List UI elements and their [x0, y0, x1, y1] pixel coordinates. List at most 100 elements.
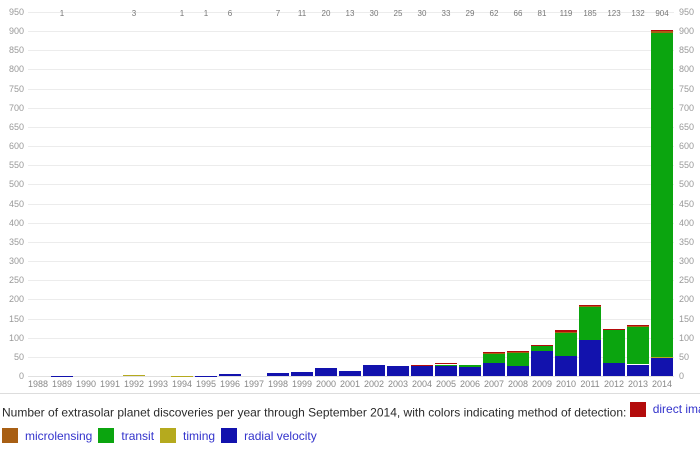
- chart-area: 0 0 50 50 100 100 150 150 200 200 250 250 300 300 350 3…: [8, 7, 695, 389]
- bar-segment-transit: [459, 364, 481, 367]
- x-axis-year-label: 2014: [651, 379, 673, 389]
- gridline: [28, 88, 674, 90]
- bar-total-label: 29: [465, 9, 475, 18]
- bar-total-label: 66: [513, 9, 523, 18]
- bar-segment-transit: [531, 345, 553, 351]
- bar-total-label: 1: [203, 9, 209, 18]
- x-axis-year-label: 1992: [123, 379, 145, 389]
- legend-label-link[interactable]: microlensing: [25, 428, 93, 443]
- gridline: [28, 31, 674, 33]
- bar-segment-radial-velocity: [435, 366, 457, 376]
- gridline: [28, 146, 674, 148]
- bar-segment-microlensing: [531, 345, 553, 346]
- y-axis-tick-left: 450: [8, 198, 24, 209]
- bar-segment-direct-imaging: [507, 350, 529, 352]
- bar-segment-radial-velocity: [531, 350, 553, 376]
- bar-total-label: 119: [559, 9, 573, 18]
- bar-total-label: 11: [297, 9, 307, 18]
- bar-segment-radial-velocity: [387, 366, 409, 376]
- gridline: [28, 222, 674, 224]
- x-axis-year-label: 1995: [195, 379, 217, 389]
- bar-segment-microlensing: [507, 351, 529, 353]
- y-axis-tick-left: 600: [8, 141, 24, 152]
- legend-swatch-icon: [629, 401, 646, 417]
- x-axis-year-label: 2012: [603, 379, 625, 389]
- legend-label-link[interactable]: direct imaging: [652, 402, 700, 416]
- legend-label-link[interactable]: transit: [121, 428, 155, 443]
- x-axis-year-label: 1994: [171, 379, 193, 389]
- x-axis-year-label: 1996: [219, 379, 241, 389]
- bar-segment-transit: [555, 332, 577, 357]
- bar-segment-microlensing: [555, 331, 577, 333]
- bar-segment-microlensing: [603, 329, 625, 331]
- gridline: [28, 261, 674, 263]
- bar-segment-radial-velocity: [507, 366, 529, 376]
- y-axis-tick-left: 950: [8, 7, 24, 17]
- bar-segment-direct-imaging: [555, 330, 577, 332]
- x-axis-year-label: 2010: [555, 379, 577, 389]
- y-axis-tick-right: 350: [679, 236, 695, 247]
- y-axis-tick-right: 200: [679, 294, 695, 305]
- bar-segment-radial-velocity: [459, 366, 481, 376]
- legend-item: transit: [98, 426, 154, 446]
- y-axis-tick-right: 100: [679, 332, 695, 343]
- gridline: [28, 50, 674, 52]
- bar-total-label: 1: [179, 9, 185, 18]
- gridline: [28, 376, 674, 377]
- x-axis-year-label: 2000: [315, 379, 337, 389]
- gridline: [28, 69, 674, 71]
- y-axis-tick-right: 150: [679, 313, 695, 324]
- legend-item: microlensing: [2, 426, 92, 446]
- bar-segment-direct-imaging: [603, 328, 625, 330]
- caption-block: Number of extrasolar planet discoveries …: [0, 393, 700, 450]
- legend-label-link[interactable]: timing: [183, 428, 216, 443]
- bar-segment-transit: [579, 307, 601, 340]
- gridline: [28, 337, 674, 339]
- bar-segment-radial-velocity: [579, 339, 601, 376]
- bar-total-label: 33: [441, 9, 451, 18]
- y-axis-tick-left: 900: [8, 26, 24, 37]
- bar-segment-direct-imaging: [531, 344, 553, 346]
- y-axis-tick-right: 750: [679, 83, 695, 94]
- y-axis-tick-right: 600: [679, 141, 695, 152]
- bar-segment-radial-velocity: [339, 371, 361, 376]
- bar-segment-microlensing: [627, 326, 649, 328]
- bar-segment-radial-velocity: [363, 364, 385, 376]
- x-axis-year-label: 1991: [99, 379, 121, 389]
- bar-total-label: 13: [345, 9, 355, 18]
- y-axis-tick-right: 0: [679, 371, 685, 381]
- legend-item: timing: [160, 426, 215, 446]
- bar-total-label: 7: [275, 9, 281, 18]
- x-axis-year-label: 1989: [51, 379, 73, 389]
- y-axis-tick-right: 400: [679, 217, 695, 228]
- bar-segment-radial-velocity: [627, 364, 649, 376]
- x-axis-year-label: 1993: [147, 379, 169, 389]
- bar-segment-timing: [123, 374, 145, 376]
- bar-total-label: 6: [227, 9, 233, 18]
- y-axis-tick-right: 700: [679, 102, 695, 113]
- y-axis-tick-left: 800: [8, 64, 24, 75]
- y-axis-tick-right: 650: [679, 121, 695, 132]
- bar-segment-transit: [603, 330, 625, 363]
- caption-line-1: Number of extrasolar planet discoveries …: [2, 399, 700, 423]
- y-axis-tick-right: 300: [679, 256, 695, 267]
- y-axis-tick-left: 550: [8, 160, 24, 171]
- bar-segment-transit: [483, 353, 505, 364]
- x-axis-year-label: 1998: [267, 379, 289, 389]
- y-axis-tick-right: 550: [679, 160, 695, 171]
- x-axis-year-label: 2004: [411, 379, 433, 389]
- bar-segment-radial-velocity: [315, 368, 337, 376]
- legend-swatch-icon: [160, 428, 177, 443]
- bar-total-label: 20: [321, 9, 331, 18]
- legend-label-link[interactable]: radial velocity: [244, 428, 317, 443]
- y-axis-tick-right: 800: [679, 64, 695, 75]
- y-axis-tick-left: 500: [8, 179, 24, 190]
- y-axis-tick-left: 350: [8, 236, 24, 247]
- bar-total-label: 30: [417, 9, 427, 18]
- bar-total-label: 123: [607, 9, 621, 18]
- legend-row: microlensing transit timing radial velocity: [2, 426, 698, 450]
- gridline: [28, 12, 674, 13]
- bar-segment-microlensing: [651, 30, 673, 34]
- y-axis-tick-right: 900: [679, 26, 695, 37]
- bar-segment-radial-velocity: [603, 362, 625, 376]
